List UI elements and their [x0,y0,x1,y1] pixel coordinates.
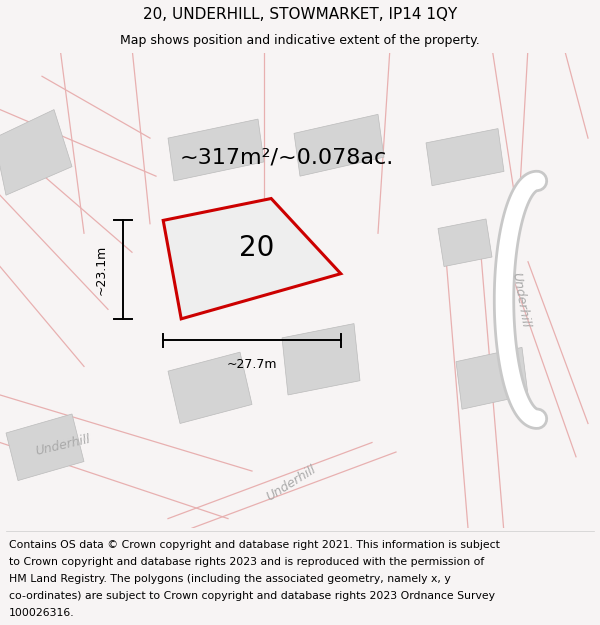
Polygon shape [294,114,384,176]
Text: 20: 20 [239,234,275,262]
Polygon shape [6,414,84,481]
Polygon shape [426,129,504,186]
Text: ~27.7m: ~27.7m [227,358,277,371]
Text: Underhill: Underhill [34,432,92,457]
Text: ~23.1m: ~23.1m [95,244,108,295]
Polygon shape [168,352,252,424]
Text: ~317m²/~0.078ac.: ~317m²/~0.078ac. [180,147,394,167]
Text: Underhill: Underhill [509,271,532,329]
Polygon shape [168,119,264,181]
Polygon shape [438,219,492,266]
Text: to Crown copyright and database rights 2023 and is reproduced with the permissio: to Crown copyright and database rights 2… [9,557,484,567]
Text: 100026316.: 100026316. [9,608,74,618]
Text: Map shows position and indicative extent of the property.: Map shows position and indicative extent… [120,34,480,48]
Text: co-ordinates) are subject to Crown copyright and database rights 2023 Ordnance S: co-ordinates) are subject to Crown copyr… [9,591,495,601]
Text: Underhill: Underhill [264,462,318,503]
Polygon shape [456,348,528,409]
Text: 20, UNDERHILL, STOWMARKET, IP14 1QY: 20, UNDERHILL, STOWMARKET, IP14 1QY [143,8,457,22]
Polygon shape [163,199,341,319]
Text: HM Land Registry. The polygons (including the associated geometry, namely x, y: HM Land Registry. The polygons (includin… [9,574,451,584]
Polygon shape [0,109,72,195]
Polygon shape [282,324,360,395]
Text: Contains OS data © Crown copyright and database right 2021. This information is : Contains OS data © Crown copyright and d… [9,540,500,550]
